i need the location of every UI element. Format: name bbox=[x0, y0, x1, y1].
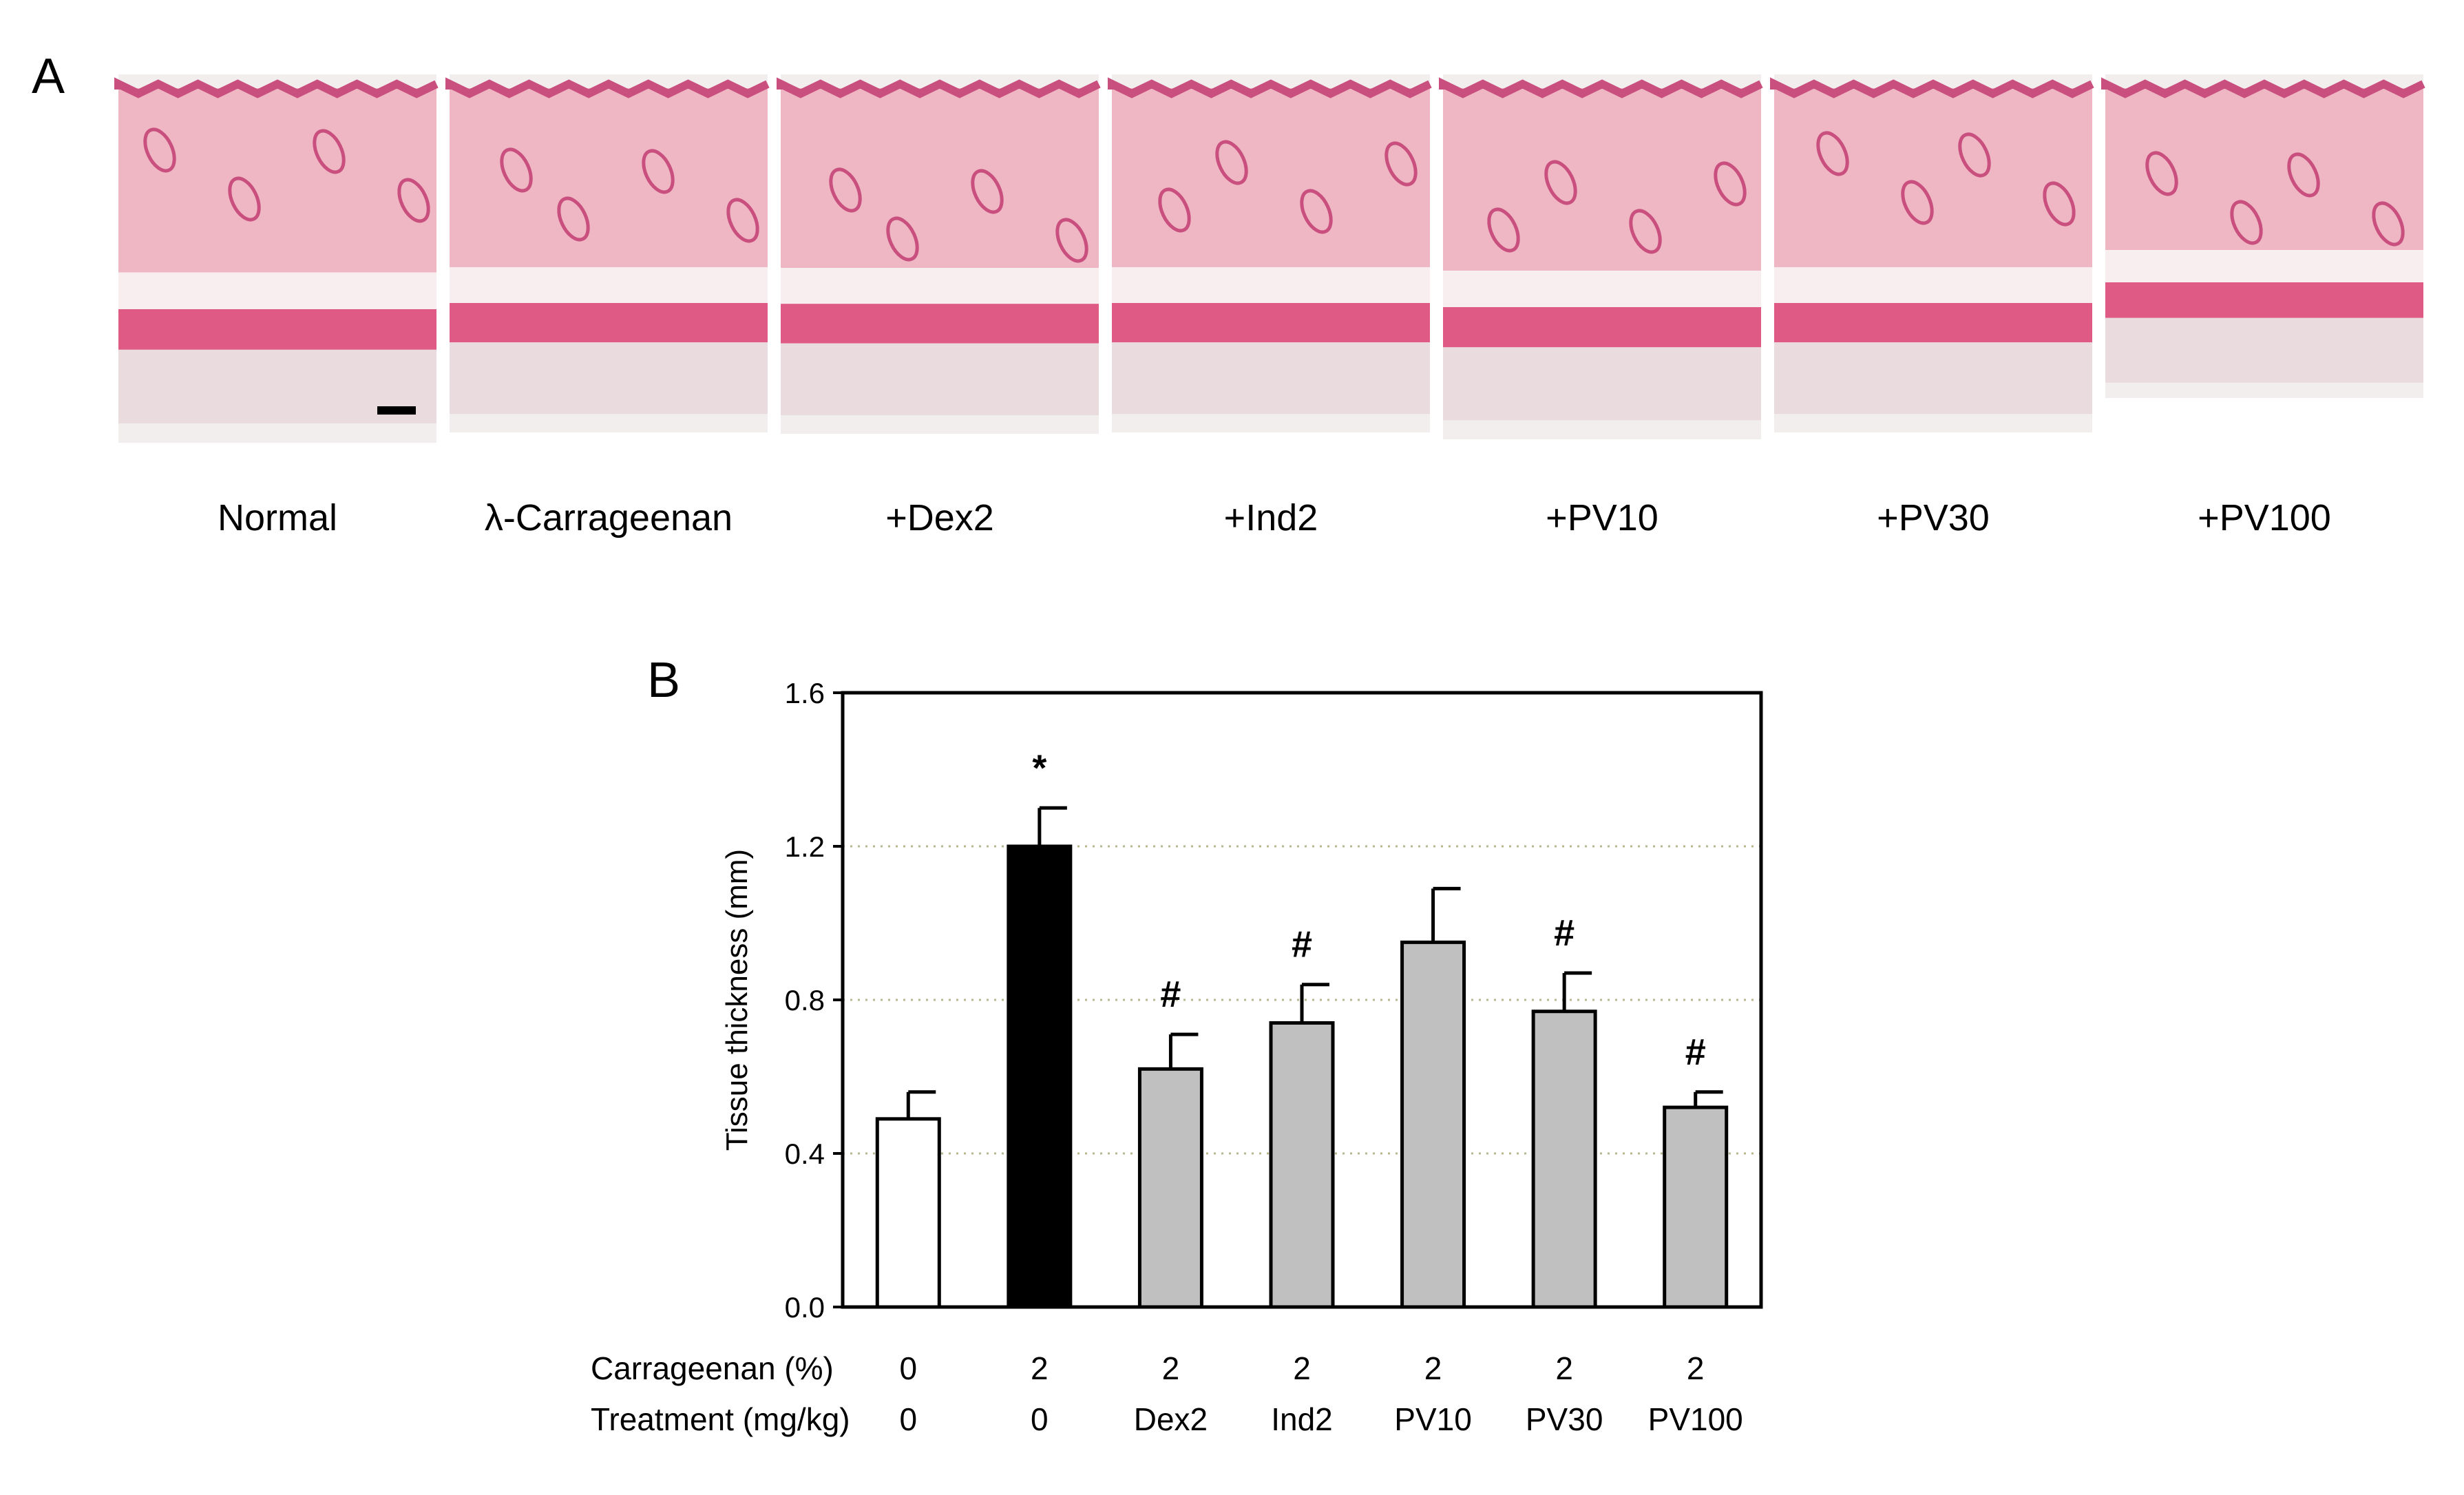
carrageenan-value-7: 2 bbox=[1687, 1350, 1705, 1386]
bar-4 bbox=[1269, 1021, 1335, 1309]
carrageenan-value-2: 2 bbox=[1031, 1350, 1049, 1386]
significance-mark-7: # bbox=[1685, 1032, 1706, 1073]
error-bar-2 bbox=[1038, 806, 1067, 846]
bar-5 bbox=[1400, 940, 1466, 1309]
treatment-row-label: Treatment (mg/kg) bbox=[591, 1401, 850, 1437]
treatment-value-6: PV30 bbox=[1526, 1401, 1603, 1437]
caption-5: +PV10 bbox=[1546, 497, 1659, 539]
error-bars bbox=[906, 806, 1723, 1119]
error-bar-4 bbox=[1300, 983, 1329, 1023]
y-tick-label: 0.4 bbox=[785, 1138, 825, 1170]
caption-1: Normal bbox=[218, 497, 337, 539]
error-bar-6 bbox=[1562, 971, 1592, 1012]
y-tick-label: 0.8 bbox=[785, 984, 825, 1016]
panel-a: A Normal λ-Carrageenan +Dex2 +Ind2 +PV10 +PV3… bbox=[32, 49, 2425, 539]
caption-7: +PV100 bbox=[2198, 497, 2331, 539]
error-bar-5 bbox=[1431, 886, 1461, 943]
significance-mark-3: # bbox=[1160, 974, 1181, 1015]
significance-mark-2: * bbox=[1032, 747, 1046, 788]
bar-6 bbox=[1531, 1010, 1597, 1309]
treatment-value-2: 0 bbox=[1031, 1401, 1049, 1437]
carrageenan-value-1: 0 bbox=[899, 1350, 917, 1386]
significance-mark-4: # bbox=[1292, 924, 1312, 965]
significance-mark-6: # bbox=[1554, 912, 1575, 954]
error-bar-1 bbox=[906, 1090, 936, 1119]
treatment-value-7: PV100 bbox=[1648, 1401, 1743, 1437]
significance-marks: * # # # # bbox=[1032, 747, 1705, 1073]
caption-row: Normal λ-Carrageenan +Dex2 +Ind2 +PV10 +PV30 +… bbox=[218, 497, 2331, 539]
micrograph-3 bbox=[777, 74, 1101, 434]
panel-b: B * # # # # 0.0 0.4 0.8 1.2 1.6 Tissue thickness… bbox=[591, 653, 1763, 1437]
condition-table: 0 0 2 0 2 Dex2 2 Ind2 2 PV10 2 PV30 2 PV100 bbox=[899, 1350, 1742, 1437]
caption-6: +PV30 bbox=[1877, 497, 1990, 539]
y-tick-label: 1.6 bbox=[785, 677, 825, 709]
micrograph-5 bbox=[1439, 74, 1763, 439]
carrageenan-value-4: 2 bbox=[1293, 1350, 1311, 1386]
micrograph-2 bbox=[445, 74, 770, 432]
scale-bar bbox=[377, 406, 416, 415]
caption-4: +Ind2 bbox=[1224, 497, 1318, 539]
bar-series bbox=[875, 844, 1729, 1309]
bar-7 bbox=[1663, 1105, 1729, 1309]
error-bar-7 bbox=[1694, 1090, 1723, 1108]
carrageenan-value-5: 2 bbox=[1424, 1350, 1442, 1386]
caption-2: λ-Carrageenan bbox=[485, 497, 733, 539]
treatment-value-3: Dex2 bbox=[1134, 1401, 1208, 1437]
micrograph-7 bbox=[2101, 74, 2425, 398]
bar-2 bbox=[1007, 844, 1073, 1309]
carrageenan-value-3: 2 bbox=[1162, 1350, 1180, 1386]
carrageenan-value-6: 2 bbox=[1555, 1350, 1573, 1386]
y-tick-label: 1.2 bbox=[785, 830, 825, 863]
panel-a-letter: A bbox=[32, 49, 65, 104]
bar-1 bbox=[875, 1117, 941, 1309]
y-axis-ticks: 0.0 0.4 0.8 1.2 1.6 bbox=[785, 677, 843, 1324]
treatment-value-4: Ind2 bbox=[1271, 1401, 1333, 1437]
grid-lines bbox=[843, 845, 1761, 1155]
y-tick-label: 0.0 bbox=[785, 1291, 825, 1324]
y-axis-label: Tissue thickness (mm) bbox=[720, 849, 754, 1151]
error-bar-3 bbox=[1168, 1032, 1199, 1069]
bar-3 bbox=[1137, 1067, 1203, 1309]
treatment-value-5: PV10 bbox=[1394, 1401, 1472, 1437]
caption-3: +Dex2 bbox=[885, 497, 994, 539]
micrograph-row bbox=[114, 74, 2425, 443]
carrageenan-row-label: Carrageenan (%) bbox=[591, 1350, 834, 1386]
micrograph-4 bbox=[1108, 74, 1432, 432]
treatment-value-1: 0 bbox=[899, 1401, 917, 1437]
panel-b-letter: B bbox=[647, 653, 680, 708]
micrograph-1 bbox=[114, 74, 439, 443]
micrograph-6 bbox=[1770, 74, 2094, 432]
